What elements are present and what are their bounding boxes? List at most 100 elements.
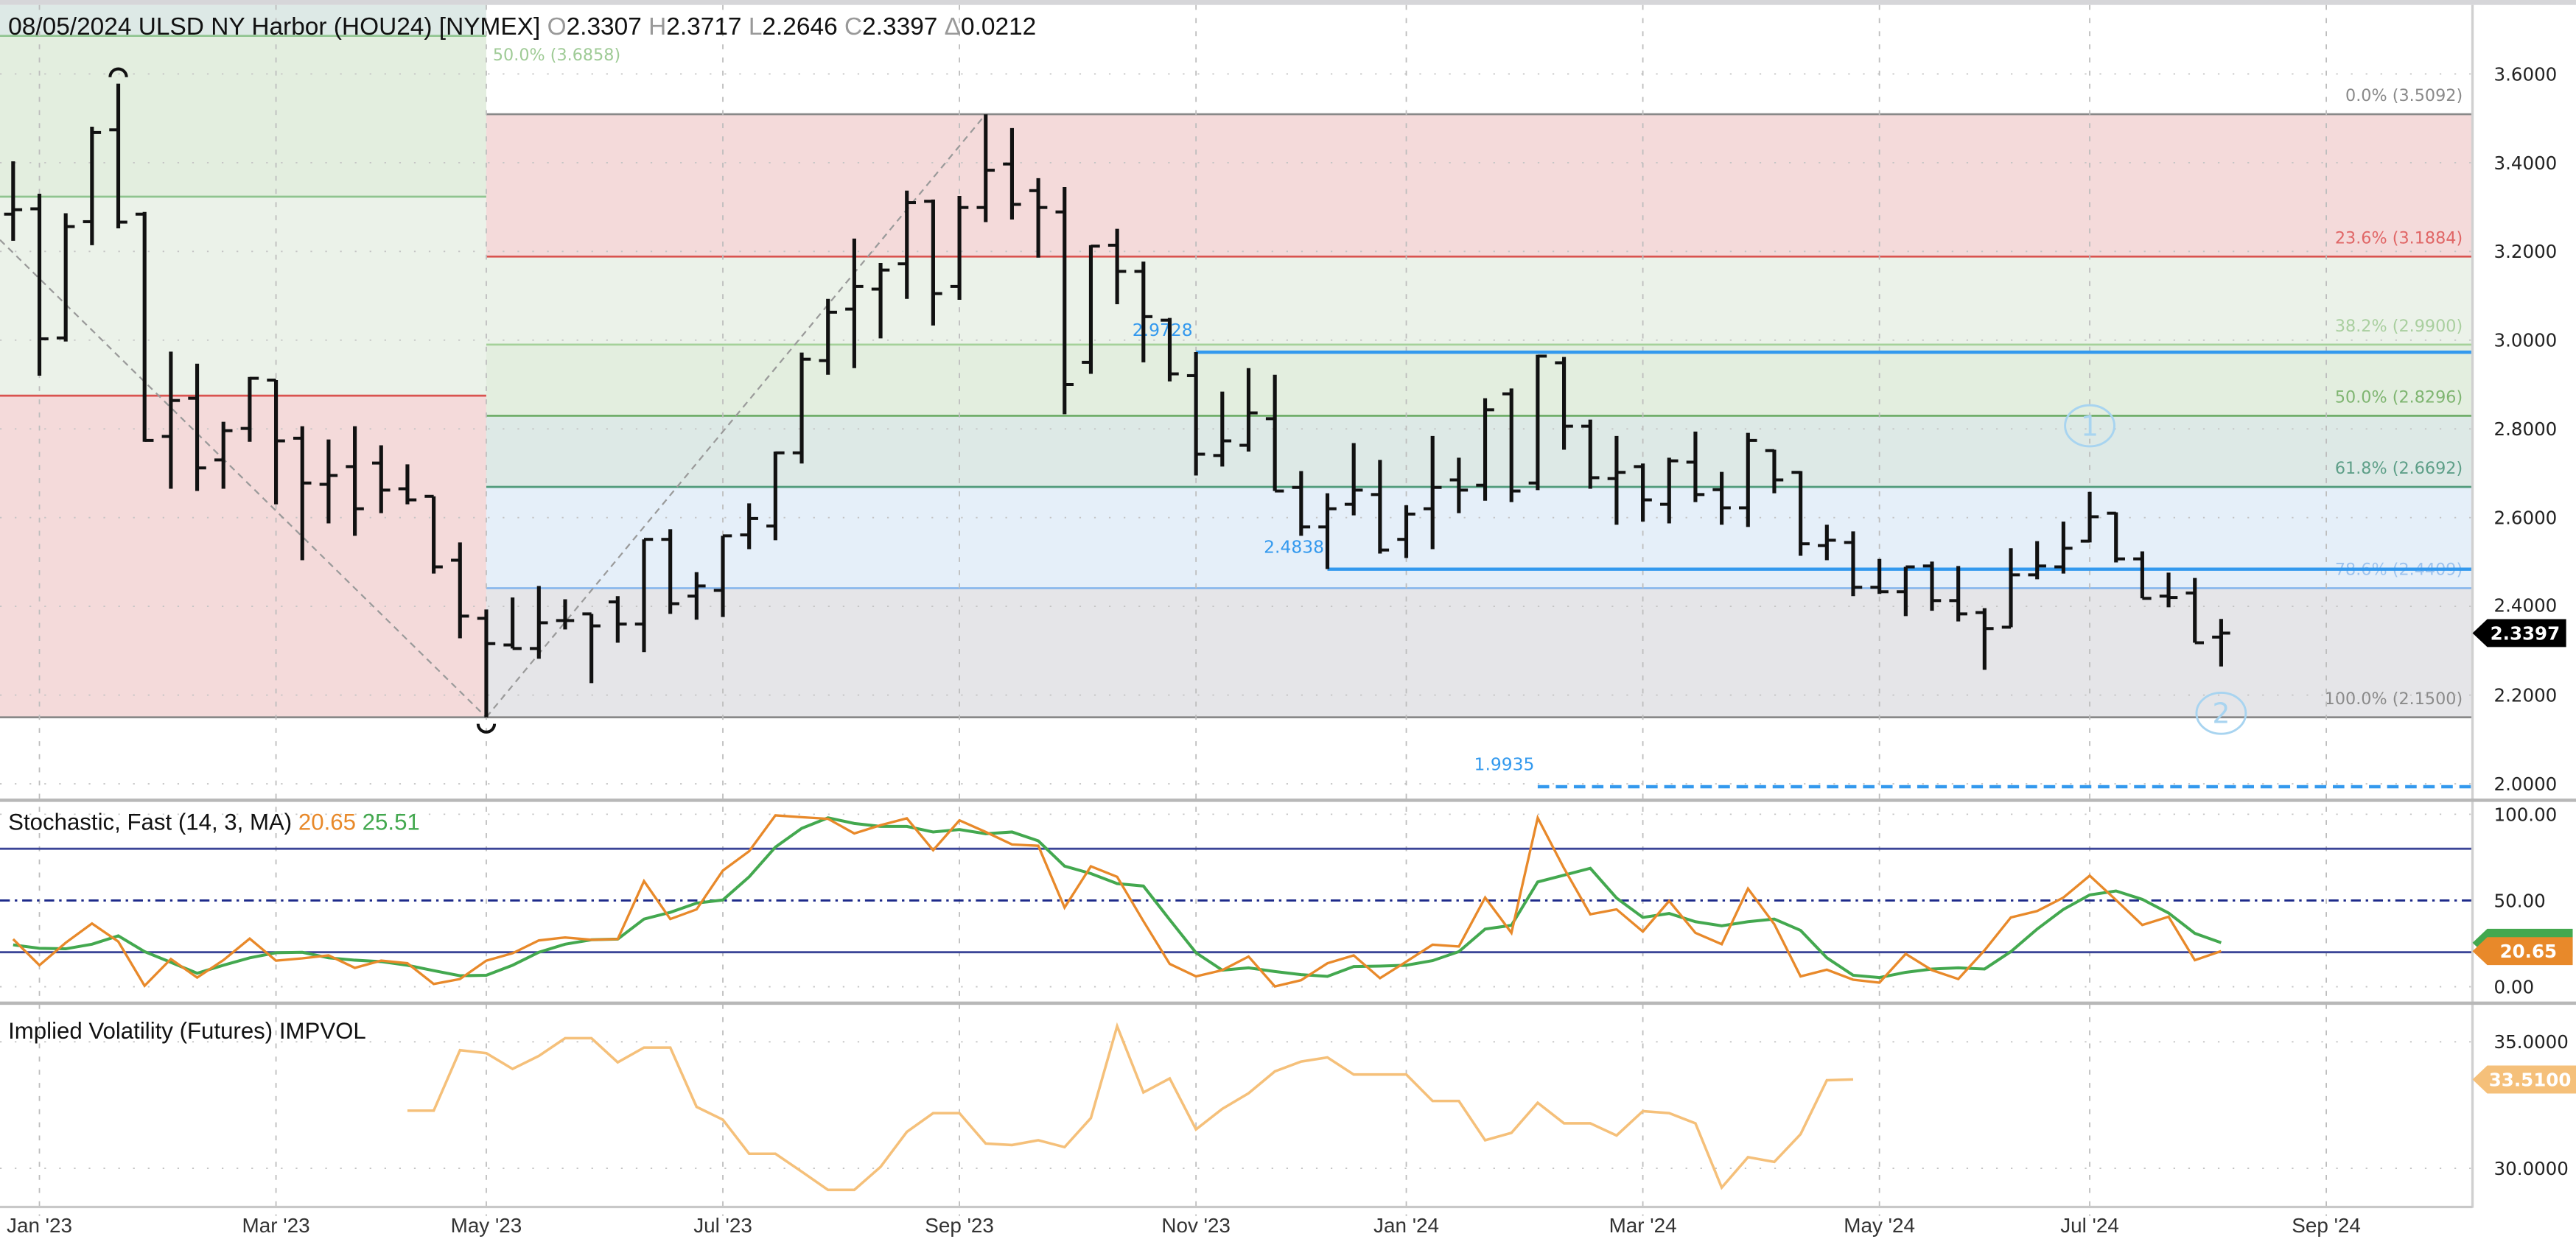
impvol-line[interactable] — [407, 1022, 1854, 1192]
wave-count-circle[interactable] — [2195, 691, 2247, 735]
ohlc-bar[interactable] — [2001, 548, 2020, 629]
ohlc-bar[interactable] — [687, 572, 706, 620]
ohlc-bar[interactable] — [83, 127, 102, 245]
ohlc-bar[interactable] — [1818, 524, 1836, 561]
ohlc-bar[interactable] — [1186, 352, 1205, 476]
ohlc-bar[interactable] — [634, 538, 654, 653]
stochastic-panel[interactable] — [0, 814, 2473, 988]
ohlc-bar[interactable] — [1949, 566, 1967, 622]
ohlc-bar[interactable] — [1292, 471, 1311, 536]
ohlc-bar[interactable] — [2028, 541, 2046, 580]
ohlc-bar[interactable] — [1082, 245, 1100, 374]
ohlc-bar[interactable] — [924, 199, 942, 326]
ohlc-bar[interactable] — [1318, 493, 1337, 569]
ohlc-bar[interactable] — [1844, 531, 1863, 597]
impvol-panel[interactable] — [407, 1022, 1854, 1192]
ohlc-bar[interactable] — [1555, 357, 1573, 450]
ohlc-bar[interactable] — [267, 378, 285, 505]
ohlc-bar[interactable] — [1897, 565, 1915, 617]
ohlc-bar[interactable] — [792, 352, 811, 464]
ohlc-bar[interactable] — [1265, 374, 1284, 493]
ohlc-bar[interactable] — [2133, 551, 2152, 600]
ohlc-bar[interactable] — [451, 542, 469, 639]
ohlc-bar[interactable] — [1791, 471, 1810, 556]
ohlc-bar[interactable] — [2159, 572, 2178, 608]
ohlc-bar[interactable] — [1344, 443, 1363, 516]
ohlc-bar[interactable] — [214, 421, 233, 489]
trend-line[interactable] — [486, 113, 987, 718]
ohlc-bars[interactable] — [4, 67, 2230, 734]
ohlc-bar[interactable] — [1029, 178, 1048, 258]
ohlc-bar[interactable] — [135, 211, 154, 442]
ohlc-bar[interactable] — [871, 262, 890, 339]
ohlc-bar[interactable] — [1423, 435, 1442, 550]
ohlc-bar[interactable] — [398, 464, 417, 505]
ohlc-bar[interactable] — [1581, 419, 1600, 489]
wave-annotations[interactable]: 12 — [2064, 404, 2247, 735]
ohlc-bar[interactable] — [319, 439, 338, 524]
ohlc-bar[interactable] — [424, 494, 443, 574]
ohlc-bar[interactable] — [1765, 449, 1784, 494]
price-axis[interactable]: 3.6000 3.4000 3.2000 3.0000 2.8000 2.6000 2.40… — [2494, 63, 2569, 1179]
ohlc-bar[interactable] — [713, 534, 732, 617]
ohlc-bar[interactable] — [56, 213, 75, 342]
ohlc-bar[interactable] — [976, 114, 995, 222]
stochastic-k-line[interactable] — [12, 814, 2222, 988]
ohlc-bar[interactable] — [1476, 398, 1494, 501]
ohlc-bar[interactable] — [1502, 388, 1521, 502]
time-axis[interactable]: Jan '23 Mar '23 May '23 Jul '23 Sep '23 Nov '… — [7, 1214, 2361, 1237]
ohlc-bar[interactable] — [661, 529, 679, 614]
ohlc-bar[interactable] — [766, 451, 785, 541]
ohlc-bar[interactable] — [556, 599, 575, 630]
ohlc-bar[interactable] — [819, 298, 837, 375]
ohlc-bar[interactable] — [240, 376, 259, 442]
ohlc-bar[interactable] — [1660, 457, 1679, 524]
ohlc-bar[interactable] — [161, 351, 181, 489]
ohlc-bar[interactable] — [30, 194, 49, 376]
ohlc-bar[interactable] — [1870, 558, 1889, 594]
ohlc-bar[interactable] — [1975, 608, 1994, 670]
ohlc-bar[interactable] — [1686, 431, 1705, 502]
ohlc-bar[interactable] — [1213, 391, 1232, 467]
ohlc-bar[interactable] — [845, 238, 864, 368]
ohlc-bar[interactable] — [1161, 317, 1179, 382]
ohlc-bar[interactable] — [1712, 471, 1731, 525]
ohlc-bar[interactable] — [1607, 435, 1626, 525]
ohlc-bar[interactable] — [503, 597, 522, 650]
ohlc-bar[interactable] — [1055, 186, 1074, 415]
ohlc-bar[interactable] — [1239, 368, 1258, 452]
ohlc-bar[interactable] — [1003, 127, 1021, 220]
wave-count-circle[interactable] — [2064, 404, 2115, 448]
ohlc-bar[interactable] — [4, 161, 23, 241]
horizontal-levels[interactable]: 2.9728 2.4838 1.9935 — [1133, 320, 2473, 789]
ohlc-bar[interactable] — [897, 190, 916, 299]
ohlc-bar[interactable] — [1922, 561, 1942, 611]
ohlc-bar[interactable] — [2054, 522, 2073, 574]
ohlc-bar[interactable] — [293, 426, 312, 561]
ohlc-bar[interactable] — [477, 609, 496, 717]
ohlc-bar[interactable] — [2107, 511, 2125, 563]
trend-line[interactable] — [0, 239, 487, 718]
ohlc-bar[interactable] — [2080, 491, 2099, 543]
ohlc-bar[interactable] — [1528, 354, 1547, 491]
ohlc-bar[interactable] — [1739, 432, 1757, 527]
ohlc-bar[interactable] — [1134, 262, 1153, 362]
ohlc-bar[interactable] — [1634, 463, 1652, 522]
trend-lines[interactable] — [0, 113, 987, 718]
ohlc-bar[interactable] — [950, 196, 969, 300]
ohlc-bar[interactable] — [1397, 505, 1415, 558]
ohlc-bar[interactable] — [109, 83, 127, 228]
ohlc-bar[interactable] — [530, 586, 548, 659]
ohlc-bar[interactable] — [582, 612, 601, 684]
ohlc-bar[interactable] — [609, 596, 627, 643]
ohlc-bar[interactable] — [188, 363, 206, 491]
ohlc-bar[interactable] — [2185, 578, 2204, 645]
ohlc-bar[interactable] — [1107, 228, 1127, 304]
ohlc-bar[interactable] — [1371, 460, 1390, 554]
ohlc-bar[interactable] — [346, 426, 364, 536]
ohlc-bar[interactable] — [2212, 619, 2230, 667]
ohlc-bar[interactable] — [740, 503, 758, 550]
ohlc-bar[interactable] — [372, 445, 391, 513]
ohlc-bar[interactable] — [1449, 457, 1469, 513]
